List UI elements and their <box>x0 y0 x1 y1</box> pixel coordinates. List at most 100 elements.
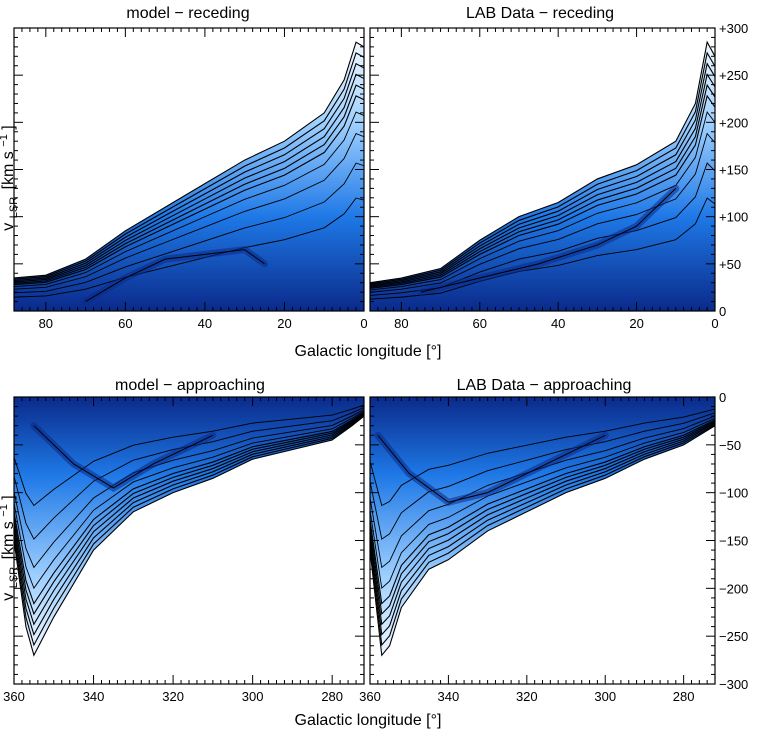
contour-line <box>370 62 715 286</box>
ridge-contour <box>85 249 265 302</box>
y-label-exp: −1 <box>0 504 10 517</box>
contour-line <box>370 415 715 569</box>
contour-line <box>370 422 715 636</box>
panel-title-bottom-left: model − approaching <box>115 377 265 394</box>
contour-line <box>14 407 364 540</box>
y-label-v: v <box>0 593 17 601</box>
contour-line <box>370 408 715 507</box>
y-label-unit: [km s <box>0 151 17 189</box>
contour-line <box>14 41 364 279</box>
contour-line <box>370 424 715 647</box>
y-tick-label: +150 <box>719 163 748 178</box>
svg-text:v LSR [km s: v LSR [km s −1 ] <box>0 125 21 230</box>
y-axis-label-bottom: v LSR [km s −1 ] <box>0 495 21 600</box>
x-tick-label: 80 <box>394 316 408 331</box>
svg-text:v LSR [km s: v LSR [km s −1 ] <box>0 495 21 600</box>
contour-line <box>370 425 715 657</box>
contour-line <box>14 410 364 590</box>
contour-line <box>370 40 715 284</box>
panel-top-right: 80 60 40 20 00 +50 +100 +150 +200 +250 +300 <box>369 21 748 331</box>
y-tick-label: +250 <box>719 68 748 83</box>
panel-title-top-right: LAB Data − receding <box>466 5 614 22</box>
y-tick-label: −300 <box>719 677 748 692</box>
contour-line <box>14 404 364 507</box>
panel-bottom-left: 360 340 320 300 280 <box>3 396 365 704</box>
contour-line <box>370 94 715 289</box>
panel-top-left: 80 60 40 20 0 <box>13 27 368 331</box>
y-axis-label-top: v LSR [km s −1 ] <box>0 125 21 230</box>
contour-line <box>14 62 364 282</box>
contour-line <box>370 412 715 540</box>
x-tick-label: 40 <box>198 316 212 331</box>
x-tick-label: 300 <box>242 689 264 704</box>
contour-line <box>14 162 364 294</box>
ridge-contour <box>420 188 677 293</box>
panel-title-bottom-right: LAB Data − approaching <box>457 377 632 394</box>
contour-line <box>370 72 715 287</box>
emission-region <box>370 42 715 311</box>
contour-line <box>370 111 715 291</box>
y-label-close: ] <box>0 125 17 129</box>
y-label-v: v <box>0 223 17 231</box>
y-tick-label: −150 <box>719 534 748 549</box>
contour-line <box>14 414 364 637</box>
y-tick-label: −250 <box>719 629 748 644</box>
y-tick-label: −200 <box>719 581 748 596</box>
y-label-sub: LSR <box>8 567 20 588</box>
y-tick-label: +50 <box>719 257 741 272</box>
x-tick-label: 280 <box>673 689 695 704</box>
ridge-contour <box>377 434 606 503</box>
emission-region <box>370 397 715 656</box>
x-axis-title-top: Galactic longitude [°] <box>295 343 442 360</box>
contour-line <box>14 84 364 284</box>
y-label-unit: [km s <box>0 521 17 559</box>
contour-line <box>14 413 364 626</box>
x-tick-label: 0 <box>360 316 367 331</box>
x-tick-label: 40 <box>551 316 565 331</box>
contour-line <box>14 132 364 290</box>
contour-line <box>14 415 364 657</box>
contour-line <box>14 52 364 280</box>
x-tick-label: 320 <box>516 689 538 704</box>
contour-line <box>14 411 364 605</box>
contour-line <box>370 51 715 285</box>
contour-line <box>14 111 364 288</box>
contour-line <box>370 421 715 626</box>
x-tick-label: 20 <box>629 316 643 331</box>
x-tick-label: 300 <box>594 689 616 704</box>
contour-line <box>370 197 715 300</box>
y-tick-label: +100 <box>719 210 748 225</box>
emission-region <box>14 397 364 656</box>
contour-line <box>370 420 715 616</box>
y-tick-label: −50 <box>719 438 741 453</box>
x-axis-title-bottom: Galactic longitude [°] <box>295 712 442 729</box>
contour-line <box>370 132 715 293</box>
y-tick-label: +300 <box>719 21 748 36</box>
contour-line <box>14 95 364 286</box>
contour-line <box>14 412 364 616</box>
x-tick-label: 340 <box>438 689 460 704</box>
y-tick-label: −100 <box>719 486 748 501</box>
y-label-close: ] <box>0 495 17 499</box>
y-tick-label: 0 <box>719 304 726 319</box>
x-tick-label: 0 <box>711 316 718 331</box>
x-tick-label: 80 <box>39 316 53 331</box>
panel-title-top-left: model − receding <box>126 5 249 22</box>
y-label-sub: LSR <box>8 197 20 218</box>
x-tick-label: 60 <box>473 316 487 331</box>
ridge-contour <box>33 425 214 489</box>
x-tick-label: 20 <box>277 316 291 331</box>
contour-line <box>370 419 715 605</box>
x-tick-label: 360 <box>359 689 381 704</box>
x-tick-label: 360 <box>3 689 25 704</box>
y-tick-label: 0 <box>719 390 726 405</box>
panel-bottom-right: 360 340 320 300 280 0 −50 −100 −150 −200 −250 −300 <box>359 390 748 704</box>
x-tick-label: 60 <box>118 316 132 331</box>
contour-line <box>370 83 715 288</box>
x-tick-label: 320 <box>162 689 184 704</box>
y-label-exp: −1 <box>0 134 10 147</box>
contour-line <box>14 414 364 647</box>
contour-line <box>14 409 364 569</box>
